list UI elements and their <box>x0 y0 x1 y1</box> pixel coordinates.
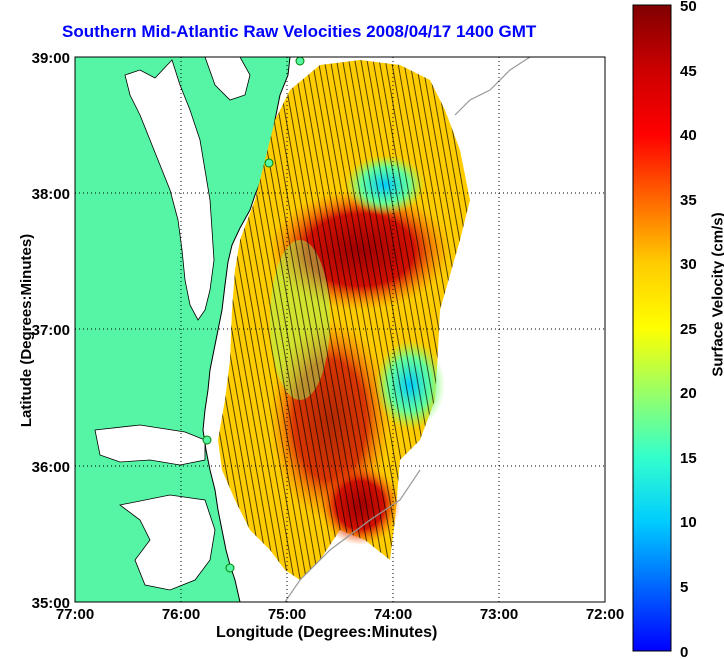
colorbar-ticks: 0 5 10 15 20 25 30 35 40 45 50 <box>680 0 697 659</box>
x-axis: 77:00 76:00 75:00 74:00 73:00 72:00 <box>56 606 624 623</box>
grid-lines <box>75 57 605 602</box>
colorbar-label: Surface Velocity (cm/s) <box>709 212 724 377</box>
bathymetry-contour <box>454 57 531 116</box>
colorbar-tick-label: 25 <box>680 321 697 338</box>
y-axis: 39:00 38:00 37:00 36:00 35:00 <box>32 50 70 612</box>
radar-station-marker <box>295 57 305 66</box>
y-tick-label: 39:00 <box>32 50 70 67</box>
colorbar-tick-label: 50 <box>680 0 697 15</box>
colorbar-tick-label: 20 <box>680 385 697 402</box>
x-tick-label: 75:00 <box>268 606 306 623</box>
radar-station-marker <box>202 435 212 445</box>
x-tick-label: 72:00 <box>586 606 624 623</box>
x-tick-label: 76:00 <box>162 606 200 623</box>
radar-station-marker <box>264 158 274 168</box>
plot-frame <box>74 56 606 603</box>
colorbar-tick-label: 30 <box>680 256 697 273</box>
chesapeake-bay <box>124 59 215 321</box>
y-tick-label: 37:00 <box>32 322 70 339</box>
colorbar-tick-label: 45 <box>680 63 697 80</box>
delaware-bay <box>204 57 251 101</box>
x-tick-label: 74:00 <box>374 606 412 623</box>
colorbar <box>632 4 672 652</box>
y-axis-label: Latitude (Degrees:Minutes) <box>18 233 36 428</box>
colorbar-tick-label: 10 <box>680 514 697 531</box>
bathymetry-contour <box>284 469 421 602</box>
colorbar-tick-label: 40 <box>680 127 697 144</box>
colorbar-tick-label: 15 <box>680 450 697 467</box>
colorbar-tick-label: 35 <box>680 192 697 209</box>
colorbar-tick-label: 5 <box>680 579 688 596</box>
colorbar-tick-label: 0 <box>680 644 688 659</box>
y-tick-label: 38:00 <box>32 186 70 203</box>
x-tick-label: 77:00 <box>56 606 94 623</box>
albemarle-sound <box>94 424 206 466</box>
y-tick-label: 36:00 <box>32 459 70 476</box>
velocity-arrows <box>218 60 470 580</box>
y-tick-label: 35:00 <box>32 595 70 612</box>
x-tick-label: 73:00 <box>480 606 518 623</box>
pamlico-sound <box>119 494 216 591</box>
radar-station-marker <box>225 563 235 573</box>
x-axis-label: Longitude (Degrees:Minutes) <box>216 624 438 641</box>
